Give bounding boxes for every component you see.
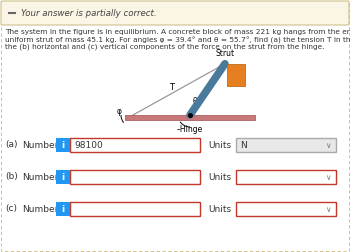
Bar — [125, 115, 255, 120]
Text: θ: θ — [193, 98, 197, 107]
Text: Number: Number — [22, 141, 58, 149]
Text: N: N — [240, 141, 247, 149]
Text: 98100: 98100 — [74, 141, 103, 149]
Bar — [236, 202, 336, 216]
Bar — [56, 170, 70, 184]
Text: ∨: ∨ — [325, 205, 331, 213]
Text: (a): (a) — [5, 141, 18, 149]
Bar — [236, 138, 336, 152]
Text: Strut: Strut — [215, 49, 235, 58]
Text: (b): (b) — [5, 173, 18, 181]
FancyBboxPatch shape — [1, 1, 349, 25]
Text: The system in the figure is in equilibrium. A concrete block of mass 221 kg hang: The system in the figure is in equilibri… — [5, 29, 350, 35]
Text: ∨: ∨ — [325, 173, 331, 181]
Text: φ: φ — [117, 107, 121, 115]
Text: i: i — [62, 141, 64, 149]
Text: (c): (c) — [5, 205, 17, 213]
Text: Your answer is partially correct.: Your answer is partially correct. — [21, 9, 157, 17]
Text: Units: Units — [208, 141, 231, 149]
Text: uniform strut of mass 45.1 kg. For angles φ = 39.4° and θ = 55.7°, find (a) the : uniform strut of mass 45.1 kg. For angle… — [5, 37, 350, 44]
Bar — [227, 64, 245, 86]
Text: –Hinge: –Hinge — [177, 125, 203, 134]
Text: Units: Units — [208, 205, 231, 213]
Text: Number: Number — [22, 173, 58, 181]
Text: Units: Units — [208, 173, 231, 181]
Bar — [70, 202, 200, 216]
Text: i: i — [62, 173, 64, 181]
Text: T: T — [169, 83, 174, 92]
Text: Number: Number — [22, 205, 58, 213]
Bar — [236, 170, 336, 184]
Bar — [56, 202, 70, 216]
Bar — [70, 138, 200, 152]
Text: i: i — [62, 205, 64, 213]
Bar — [70, 170, 200, 184]
Text: ∨: ∨ — [325, 141, 331, 149]
Bar — [56, 138, 70, 152]
Text: the (b) horizontal and (c) vertical components of the force on the strut from th: the (b) horizontal and (c) vertical comp… — [5, 44, 324, 50]
